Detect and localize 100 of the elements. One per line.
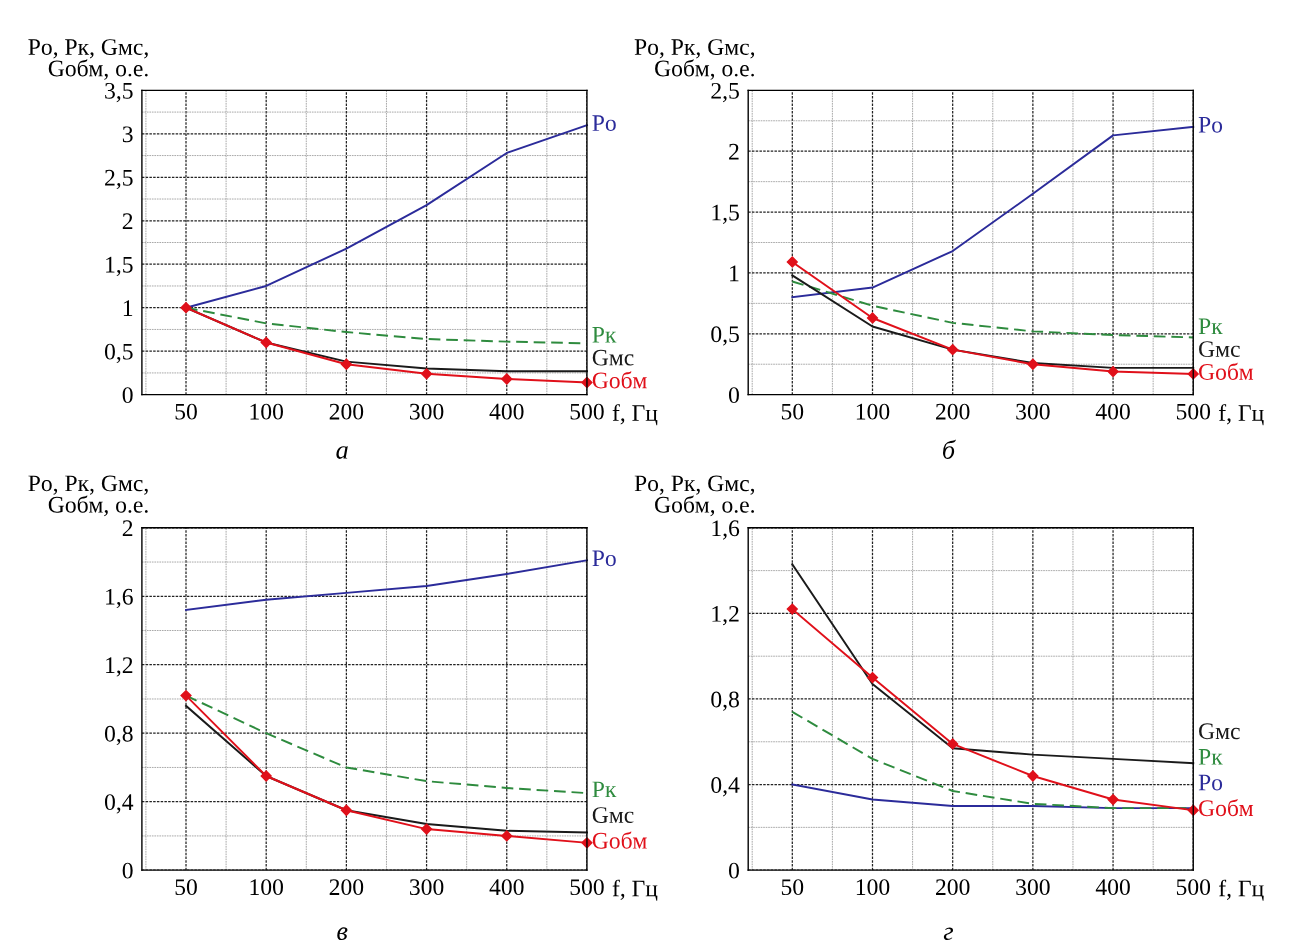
x-axis-title: f, Гц [612,879,658,901]
point [260,770,272,782]
x-tick-label: 500 [1176,879,1211,896]
y-tick-label: 2 [122,520,133,536]
y-tick-label: 1 [730,265,739,282]
series-label: Gмс [592,807,634,824]
y-tick-label: 1,5 [712,204,739,224]
y-axis-title: Pо, Pк, Gмс, Gобм, о.е. [634,475,755,517]
x-axis-title: f, Гц [1218,404,1264,426]
y-tick-label: 0 [728,862,739,879]
x-tick-label: 300 [409,403,444,420]
x-tick-label: 300 [1016,879,1050,896]
point [866,671,879,684]
y-tick-label: 0,8 [711,691,739,711]
point [947,738,959,750]
x-tick-label: 400 [1095,403,1130,420]
series-label: Gмс [592,349,634,366]
y-tick-label: 0 [728,387,739,404]
y-tick-label: 1,2 [106,657,133,677]
point [180,302,192,314]
x-tick-label: 50 [781,403,804,420]
x-tick-label: 400 [1095,879,1130,896]
x-tick-label: 300 [409,879,444,896]
y-tick-label: 1,5 [106,256,133,277]
y-tick-label: 2,5 [105,169,133,190]
y-tick-label: 1 [123,300,133,316]
y-tick-label: 0 [122,862,133,879]
y-tick-label: 0,5 [104,343,133,364]
text: б [942,439,956,459]
series-label: Pк [1198,749,1223,765]
point [1027,770,1039,782]
series-label: Pк [1198,318,1223,334]
x-tick-label: 50 [175,403,197,420]
y-tick-label: 0,4 [104,794,134,814]
x-tick-label: 300 [1016,403,1050,420]
x-tick-label: 100 [250,879,283,896]
line-series [791,125,1195,299]
point [260,336,272,349]
x-tick-label: 100 [856,879,890,896]
point [1107,365,1119,378]
point [420,368,433,380]
series-label: Gобм [592,831,647,849]
series-label: Pк [592,327,617,343]
point [420,823,433,835]
y-tick-label: 1,2 [712,605,739,626]
x-tick-label: 50 [175,879,197,896]
point [1027,358,1039,370]
series-label: Gмс [1199,341,1240,358]
y-tick-label: 0,8 [104,725,133,746]
series-label: Pо [1198,117,1223,133]
x-tick-label: 500 [1176,403,1211,420]
point [180,689,192,702]
y-tick-label: 2,5 [711,82,739,103]
point [501,830,513,842]
x-tick-label: 200 [329,879,364,896]
y-tick-label: 2 [122,213,133,229]
x-tick-label: 200 [936,879,970,896]
x-tick-label: 100 [856,403,890,420]
point [340,804,352,816]
y-tick-label: 1,6 [106,588,133,609]
y-tick-label: 3 [122,126,133,143]
text: а [336,446,348,459]
point [786,603,798,615]
point [786,256,798,268]
text: в [337,927,348,941]
point [866,312,879,324]
line-series [185,559,588,611]
y-tick-label: 3,5 [105,82,133,103]
y-tick-label: 1,6 [712,520,740,540]
y-tick-label: 0,5 [711,326,739,346]
y-axis-title: Pо, Pк, Gмс, Gобм, о.е. [634,39,755,80]
point [501,373,513,385]
series-label: Gобм [1199,362,1254,380]
x-tick-label: 100 [250,403,283,420]
x-tick-label: 200 [329,403,364,420]
x-tick-label: 500 [570,879,604,896]
series-label: Pо [1198,774,1223,791]
series-label: Gобм [1199,799,1254,817]
point [1107,793,1119,806]
text: г [943,927,954,941]
line-series [791,280,1195,339]
series-label: Pо [592,115,616,132]
series-label: Pо [592,550,616,567]
y-axis-title: Pо, Pк, Gмс, Gобм, о.е. [28,475,148,517]
x-tick-label: 400 [489,403,524,420]
series-label: Gобм [592,371,647,389]
x-tick-label: 200 [936,403,970,420]
series-label: Gмс [1199,723,1240,740]
point [340,358,352,370]
y-tick-label: 0 [122,387,133,404]
x-axis-title: f, Гц [1218,879,1264,901]
point [947,344,959,356]
x-tick-label: 400 [489,879,524,896]
y-tick-label: 2 [729,143,739,160]
x-axis-title: f, Гц [612,404,658,426]
y-tick-label: 0,4 [711,777,740,797]
x-tick-label: 50 [781,879,804,896]
x-tick-label: 500 [570,403,604,420]
y-axis-title: Pо, Pк, Gмс, Gобм, о.е. [28,39,148,80]
series-label: Pк [592,781,617,798]
